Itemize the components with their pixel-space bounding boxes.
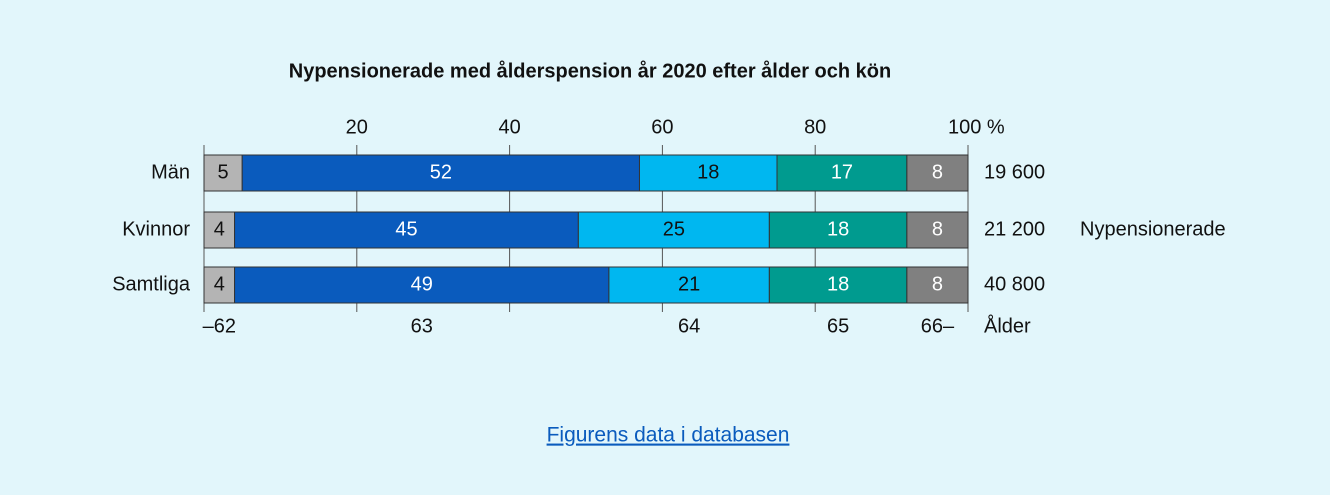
bar-segment bbox=[906, 211, 969, 249]
category-label: Samtliga bbox=[112, 273, 191, 295]
database-link[interactable]: Figurens data i databasen bbox=[547, 424, 790, 447]
bar-segment bbox=[906, 154, 969, 192]
total-label: 19 600 bbox=[984, 161, 1045, 183]
segment-label: 5 bbox=[218, 161, 229, 183]
total-label: 21 200 bbox=[984, 218, 1045, 240]
segment-label: 17 bbox=[831, 161, 853, 183]
segment-label: 45 bbox=[395, 218, 417, 240]
bar-segment bbox=[776, 154, 908, 192]
segment-label: 4 bbox=[214, 273, 225, 295]
series-label: –62 bbox=[203, 315, 236, 337]
segment-label: 18 bbox=[697, 161, 719, 183]
total-label: 40 800 bbox=[984, 273, 1045, 295]
totals-label: Nypensionerade bbox=[1080, 218, 1226, 240]
x-tick-label: 20 bbox=[346, 116, 368, 138]
x-tick-label: 60 bbox=[651, 116, 673, 138]
x-tick-label: 80 bbox=[804, 116, 826, 138]
category-label: Kvinnor bbox=[122, 218, 190, 240]
segment-label: 52 bbox=[430, 161, 452, 183]
segment-label: 18 bbox=[827, 218, 849, 240]
bar-segment bbox=[577, 211, 770, 249]
series-label: 64 bbox=[678, 315, 700, 337]
category-label: Män bbox=[151, 161, 190, 183]
segment-label: 18 bbox=[827, 273, 849, 295]
segment-label: 8 bbox=[932, 161, 943, 183]
segment-label: 4 bbox=[214, 218, 225, 240]
bar-segment bbox=[638, 154, 778, 192]
bar-segment bbox=[608, 266, 770, 304]
x-tick-label: 40 bbox=[498, 116, 520, 138]
segment-label: 8 bbox=[932, 273, 943, 295]
bar-segment bbox=[203, 266, 236, 304]
bar-segment bbox=[768, 211, 908, 249]
series-label: 65 bbox=[827, 315, 849, 337]
bar-segment bbox=[906, 266, 969, 304]
series-label: 66– bbox=[921, 315, 955, 337]
segment-label: 49 bbox=[411, 273, 433, 295]
chart-title: Nypensionerade med ålderspension år 2020… bbox=[289, 59, 891, 82]
series-label: 63 bbox=[411, 315, 433, 337]
bar-segment bbox=[241, 154, 640, 192]
segment-label: 8 bbox=[932, 218, 943, 240]
segment-label: 21 bbox=[678, 273, 700, 295]
series-axis-label: Ålder bbox=[984, 314, 1031, 337]
segment-label: 25 bbox=[663, 218, 685, 240]
bar-segment bbox=[203, 211, 236, 249]
x-tick-label: 100 % bbox=[948, 116, 1005, 138]
bar-segment bbox=[234, 211, 579, 249]
